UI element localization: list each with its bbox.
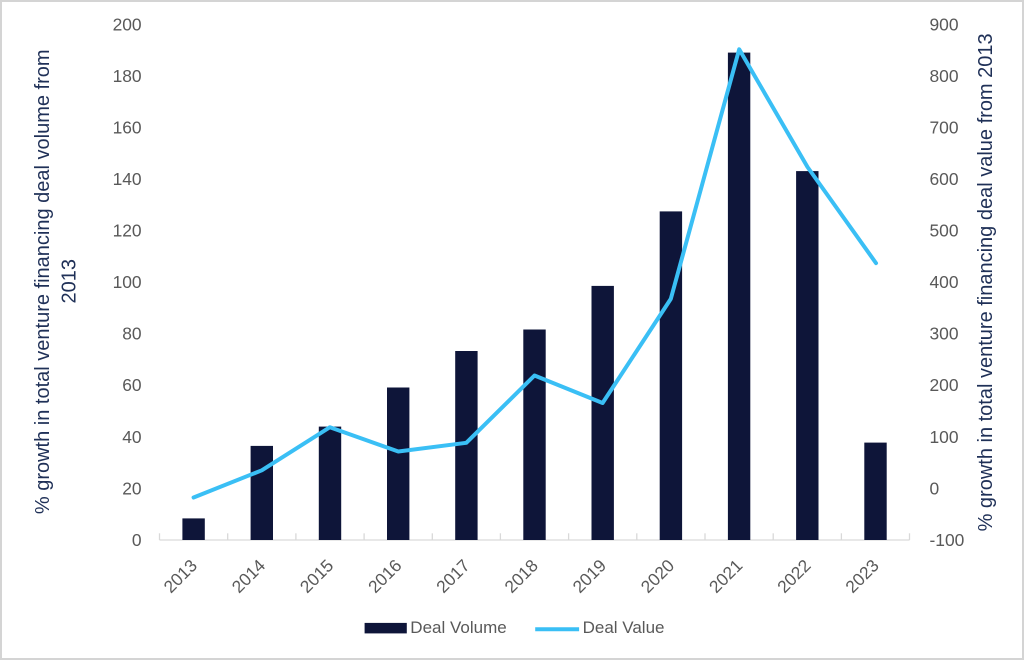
svg-text:0: 0 — [930, 478, 940, 498]
svg-text:500: 500 — [930, 221, 959, 241]
svg-text:% growth in total venture fina: % growth in total venture financing deal… — [32, 49, 54, 514]
svg-text:Deal Value: Deal Value — [583, 618, 665, 637]
svg-text:40: 40 — [122, 427, 141, 447]
svg-text:200: 200 — [113, 15, 142, 35]
svg-text:100: 100 — [113, 272, 142, 292]
svg-text:160: 160 — [113, 118, 142, 138]
svg-text:60: 60 — [122, 375, 141, 395]
svg-text:140: 140 — [113, 169, 142, 189]
svg-text:700: 700 — [930, 118, 959, 138]
svg-text:2013: 2013 — [59, 259, 81, 304]
svg-text:120: 120 — [113, 221, 142, 241]
svg-text:% growth in total venture fina: % growth in total venture financing deal… — [975, 33, 997, 531]
svg-text:800: 800 — [930, 66, 959, 86]
svg-text:0: 0 — [132, 530, 142, 550]
svg-text:900: 900 — [930, 15, 959, 35]
svg-text:600: 600 — [930, 169, 959, 189]
svg-text:20: 20 — [122, 478, 141, 498]
svg-text:300: 300 — [930, 324, 959, 344]
svg-text:180: 180 — [113, 66, 142, 86]
svg-text:80: 80 — [122, 324, 141, 344]
svg-text:400: 400 — [930, 272, 959, 292]
svg-text:200: 200 — [930, 375, 959, 395]
svg-text:100: 100 — [930, 427, 959, 447]
svg-text:Deal Volume: Deal Volume — [410, 618, 506, 637]
svg-text:-100: -100 — [930, 530, 965, 550]
